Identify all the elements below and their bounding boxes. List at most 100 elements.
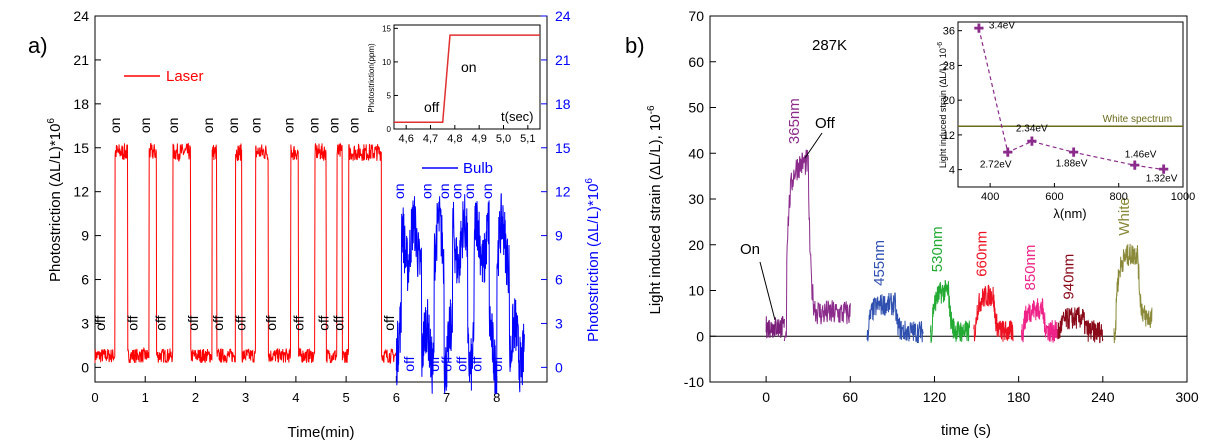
panel-a-right-tick-label: 9 — [555, 228, 563, 244]
panel-a-state-annotation: off — [454, 356, 470, 371]
panel-b-inset-x-tick-label: 400 — [981, 191, 999, 203]
panel-a-state-annotation: off — [233, 315, 249, 330]
panel-a-state-annotation: off — [316, 315, 332, 330]
panel-b-inset-x-tick-label: 600 — [1045, 191, 1063, 203]
bulb-trace — [395, 193, 525, 395]
panel-b-y-tick-label: 70 — [688, 8, 704, 24]
panel-b-y-axis-label-group: Light induced strain (ΔL/L), 10-6 — [646, 105, 664, 314]
panel-a-right-tick-label: 18 — [555, 96, 571, 112]
panel-a-inset-x-tick-label: 4,6 — [399, 133, 414, 145]
panel-b-series-label: 660nm — [973, 231, 990, 277]
panel-b-series-trace — [1057, 306, 1104, 344]
panel-a-state-annotation: off — [469, 356, 485, 371]
panel-b-inset-point: ✚ — [1069, 145, 1079, 159]
panel-b-series-trace — [765, 316, 785, 339]
panel-b-inset-white-spectrum-label: White spectrum — [1103, 114, 1172, 125]
panel-b-inset-point-label: 2.34eV — [1016, 123, 1048, 134]
panel-a-x-tick-label: 7 — [443, 390, 450, 405]
panel-b-x-tick-label: 120 — [923, 389, 947, 405]
panel-a-x-tick-label: 8 — [493, 390, 500, 405]
panel-a-state-annotation: off — [92, 315, 108, 330]
panel-a-y-axis-label-group: Photostriction (ΔL/L)*106 — [46, 118, 64, 282]
panel-a-x-tick-label: 6 — [393, 390, 400, 405]
panel-a-state-annotation: off — [381, 315, 397, 330]
panel-b-inset-ticks: 400 600 800 1000 4 12 20 28 36 — [943, 26, 1195, 203]
panel-a-state-annotation: on — [225, 118, 241, 134]
panel-a-state-annotation: off — [185, 315, 201, 330]
panel-b-y-tick-label: -10 — [684, 374, 704, 390]
panel-a-state-annotation: on — [280, 118, 296, 134]
panel-a-inset: 4,6 4,7 4,8 4,9 5,0 5,1 0 5 10 15 off on t(sec) P… — [367, 24, 541, 145]
panel-a-y-tick-label: 15 — [73, 140, 89, 156]
panel-b-inset-point: ✚ — [1003, 145, 1013, 159]
panel-a-y-axis-label: Photostriction (ΔL/L)*106 — [46, 118, 64, 282]
panel-b-y-axis-label: Light induced strain (ΔL/L), 10-6 — [646, 105, 664, 314]
panel-a-right-ticks: 0 3 6 9 12 15 18 21 24 — [541, 8, 571, 375]
panel-b-inset-y-tick-label: 4 — [949, 165, 955, 177]
panel-b-x-tick-label: 180 — [1007, 389, 1031, 405]
panel-a-inset-x-label: t(sec) — [501, 109, 534, 124]
panel-a-state-annotation: on — [137, 118, 153, 134]
panel-a-x-tick-label: 4 — [292, 390, 299, 405]
panel-a-state-annotation: off — [426, 356, 442, 371]
panel-a-inset-y-tick-label: 10 — [382, 58, 391, 67]
panel-a-state-annotation: on — [107, 118, 123, 134]
panel-b-series-label: White — [1116, 197, 1133, 235]
panel-a-y-tick-label: 24 — [73, 8, 89, 24]
panel-a-state-annotation: off — [152, 315, 168, 330]
panel-b-inset-y-tick-label: 20 — [943, 95, 955, 107]
panel-a-state-annotation: on — [326, 118, 342, 134]
panel-a-inset-y-label-group: Photostriction(ppm) — [367, 43, 376, 113]
panel-a-state-annotation: on — [419, 183, 435, 199]
panel-b-inset-frame — [957, 21, 1184, 188]
panel-a-inset-y-label: Photostriction(ppm) — [367, 43, 376, 113]
panel-b-inset-point-label: 1.88eV — [1056, 158, 1088, 169]
panel-a-state-annotation: off — [401, 356, 417, 371]
panel-a-right-tick-label: 12 — [555, 184, 571, 200]
panel-a-right-tick-label: 3 — [555, 315, 563, 331]
panel-b-inset-line — [978, 28, 1164, 171]
panel-b-off-arrow — [804, 132, 823, 159]
panel-b-series-label: 850nm — [1022, 245, 1039, 291]
panel-a-x-tick-label: 5 — [342, 390, 349, 405]
panel-b-inset-point-label: 1.46eV — [1125, 149, 1157, 160]
panel-b-y-tick-label: 0 — [696, 328, 704, 344]
panel-b-y-tick-label: 20 — [688, 237, 704, 253]
panel-b-y-ticks: -10 0 10 20 30 40 50 60 70 — [684, 8, 716, 390]
panel-b-inset-y-label-group: Light induced strain (ΔL/L), 10-6 — [937, 42, 948, 168]
panel-a-inset-x-tick-label: 5,1 — [520, 133, 535, 145]
panel-a-y-tick-label: 3 — [81, 315, 89, 331]
panel-b-temperature-label: 287K — [812, 37, 847, 54]
panel-a-state-annotation: on — [200, 118, 216, 134]
panel-b-x-tick-label: 300 — [1175, 389, 1199, 405]
panel-a-right-tick-label: 24 — [555, 8, 571, 24]
panel-a-inset-x-tick-label: 5,0 — [496, 133, 511, 145]
panel-b-inset-y-tick-label: 28 — [943, 60, 955, 72]
panel-b-series-trace — [1021, 298, 1059, 343]
panel-b-label: b) — [625, 33, 645, 58]
panel-b-series-trace — [783, 149, 851, 342]
panel-a-y-tick-label: 18 — [73, 96, 89, 112]
panel-b-inset-point: ✚ — [974, 22, 984, 36]
panel-b-y-tick-label: 60 — [688, 54, 704, 70]
panel-a-state-annotation: off — [263, 315, 279, 330]
panel-b-inset: 400 600 800 1000 4 12 20 28 36 White spectrum ✚ 3… — [937, 21, 1195, 221]
panel-a-x-tick-label: 2 — [192, 390, 199, 405]
laser-legend-label: Laser — [166, 68, 204, 85]
panel-b-x-axis-label: time (s) — [941, 422, 991, 439]
panel-a-inset-x-tick-label: 4,9 — [472, 133, 487, 145]
panel-b-x-ticks: 0 60 120 180 240 300 — [762, 376, 1199, 405]
panel-b-series-label: 940nm — [1060, 254, 1077, 300]
panel-a-y-tick-label: 21 — [73, 52, 89, 68]
panel-b-y-tick-label: 50 — [688, 100, 704, 116]
panel-a-right-tick-label: 0 — [555, 359, 563, 375]
panel-a-plot-frame — [94, 15, 548, 383]
panel-b-off-annotation: Off — [815, 115, 836, 132]
panel-b-y-tick-label: 30 — [688, 191, 704, 207]
panel-a-inset-frame — [393, 24, 541, 130]
panel-b-series — [765, 149, 1153, 344]
panel-b-inset-point-label: 3.4eV — [989, 21, 1015, 32]
panel-a-state-annotation: off — [125, 315, 141, 330]
panel-b: b) -10 0 10 20 30 40 50 60 70 0 60 120 180 240 300 36… — [625, 8, 1199, 439]
